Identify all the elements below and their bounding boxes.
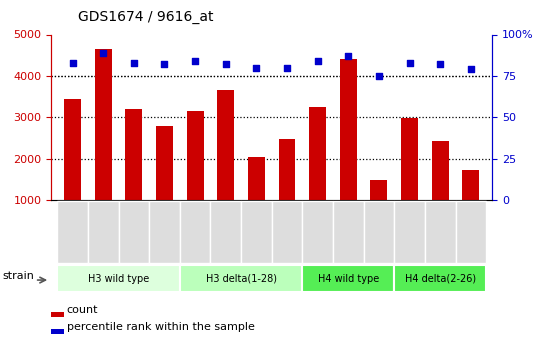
Bar xyxy=(57,201,88,263)
Text: H4 wild type: H4 wild type xyxy=(317,274,379,284)
Bar xyxy=(302,265,394,292)
Point xyxy=(282,65,291,70)
Bar xyxy=(272,201,302,263)
Point xyxy=(252,65,261,70)
Text: GDS1674 / 9616_at: GDS1674 / 9616_at xyxy=(78,10,214,24)
Bar xyxy=(57,265,180,292)
Bar xyxy=(217,90,234,200)
Bar xyxy=(309,107,326,200)
Point xyxy=(130,60,138,66)
Bar xyxy=(125,109,142,200)
Text: H3 delta(1-28): H3 delta(1-28) xyxy=(206,274,277,284)
Point xyxy=(160,61,169,67)
Text: percentile rank within the sample: percentile rank within the sample xyxy=(67,322,254,332)
Bar xyxy=(364,201,394,263)
Text: H3 wild type: H3 wild type xyxy=(88,274,149,284)
Point xyxy=(344,53,352,59)
Bar xyxy=(51,312,65,317)
Bar xyxy=(432,141,449,200)
Point xyxy=(374,73,383,79)
Bar xyxy=(241,201,272,263)
Point xyxy=(191,58,200,64)
Point xyxy=(99,50,108,56)
Bar xyxy=(248,157,265,200)
Bar xyxy=(394,201,425,263)
Bar xyxy=(118,201,149,263)
Bar xyxy=(279,139,295,200)
Bar xyxy=(180,265,302,292)
Bar xyxy=(210,201,241,263)
Bar xyxy=(51,329,65,334)
Bar xyxy=(371,180,387,200)
Text: count: count xyxy=(67,305,98,315)
Bar xyxy=(394,265,486,292)
Point xyxy=(222,61,230,67)
Text: strain: strain xyxy=(3,271,34,280)
Bar xyxy=(462,170,479,200)
Bar xyxy=(88,201,118,263)
Bar xyxy=(156,126,173,200)
Bar xyxy=(340,59,357,200)
Point xyxy=(466,67,475,72)
Bar xyxy=(456,201,486,263)
Bar xyxy=(333,201,364,263)
Bar xyxy=(149,201,180,263)
Point xyxy=(405,60,414,66)
Bar xyxy=(401,118,418,200)
Text: H4 delta(2-26): H4 delta(2-26) xyxy=(405,274,476,284)
Point xyxy=(68,60,77,66)
Bar xyxy=(95,49,111,200)
Bar xyxy=(180,201,210,263)
Bar xyxy=(187,111,203,200)
Point xyxy=(436,61,444,67)
Bar xyxy=(302,201,333,263)
Bar xyxy=(425,201,456,263)
Bar xyxy=(64,99,81,200)
Point xyxy=(313,58,322,64)
